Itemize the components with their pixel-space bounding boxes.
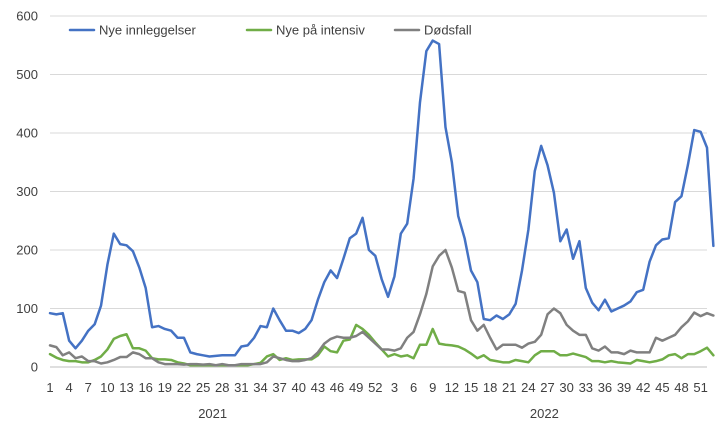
y-tick-label: 300 [16, 184, 38, 199]
legend-label: Dødsfall [424, 23, 472, 38]
x-tick-label: 33 [579, 380, 593, 395]
legend-label: Nye innleggelser [99, 23, 197, 38]
x-tick-label: 9 [429, 380, 436, 395]
x-tick-label: 30 [559, 380, 573, 395]
x-tick-label: 6 [410, 380, 417, 395]
y-tick-label: 0 [31, 360, 38, 375]
y-tick-label: 400 [16, 126, 38, 141]
series-line-0 [48, 39, 715, 358]
y-tick-label: 500 [16, 67, 38, 82]
y-tick-label: 200 [16, 243, 38, 258]
x-tick-label: 16 [138, 380, 152, 395]
x-tick-label: 28 [215, 380, 229, 395]
x-tick-label: 10 [100, 380, 114, 395]
x-tick-label: 19 [158, 380, 172, 395]
x-tick-label: 31 [234, 380, 248, 395]
x-tick-label: 1 [46, 380, 53, 395]
year-label: 2022 [530, 406, 559, 421]
x-tick-label: 34 [253, 380, 267, 395]
series-lines [48, 39, 715, 367]
x-tick-label: 27 [540, 380, 554, 395]
x-tick-label: 18 [483, 380, 497, 395]
x-tick-label: 15 [464, 380, 478, 395]
x-tick-label: 40 [292, 380, 306, 395]
x-tick-label: 22 [177, 380, 191, 395]
series-line-2 [48, 248, 715, 367]
x-tick-label: 25 [196, 380, 210, 395]
y-tick-label: 600 [16, 9, 38, 24]
x-tick-label: 43 [311, 380, 325, 395]
x-tick-label: 7 [85, 380, 92, 395]
x-tick-label: 51 [693, 380, 707, 395]
x-tick-label: 49 [349, 380, 363, 395]
x-tick-label: 45 [655, 380, 669, 395]
x-tick-label: 39 [617, 380, 631, 395]
x-tick-label: 37 [272, 380, 286, 395]
x-tick-label: 42 [636, 380, 650, 395]
legend-label: Nye på intensiv [276, 23, 365, 38]
y-tick-label: 100 [16, 301, 38, 316]
x-tick-label: 46 [330, 380, 344, 395]
x-tick-label: 52 [368, 380, 382, 395]
x-tick-label: 3 [391, 380, 398, 395]
x-tick-label: 12 [445, 380, 459, 395]
x-tick-label: 36 [598, 380, 612, 395]
year-label: 2021 [198, 406, 227, 421]
x-tick-label: 21 [502, 380, 516, 395]
x-tick-label: 4 [66, 380, 73, 395]
x-tick-label: 24 [521, 380, 535, 395]
x-tick-label: 13 [119, 380, 133, 395]
legend: Nye innleggelser Nye på intensiv Dødsfall [68, 23, 472, 38]
x-tick-label: 48 [674, 380, 688, 395]
